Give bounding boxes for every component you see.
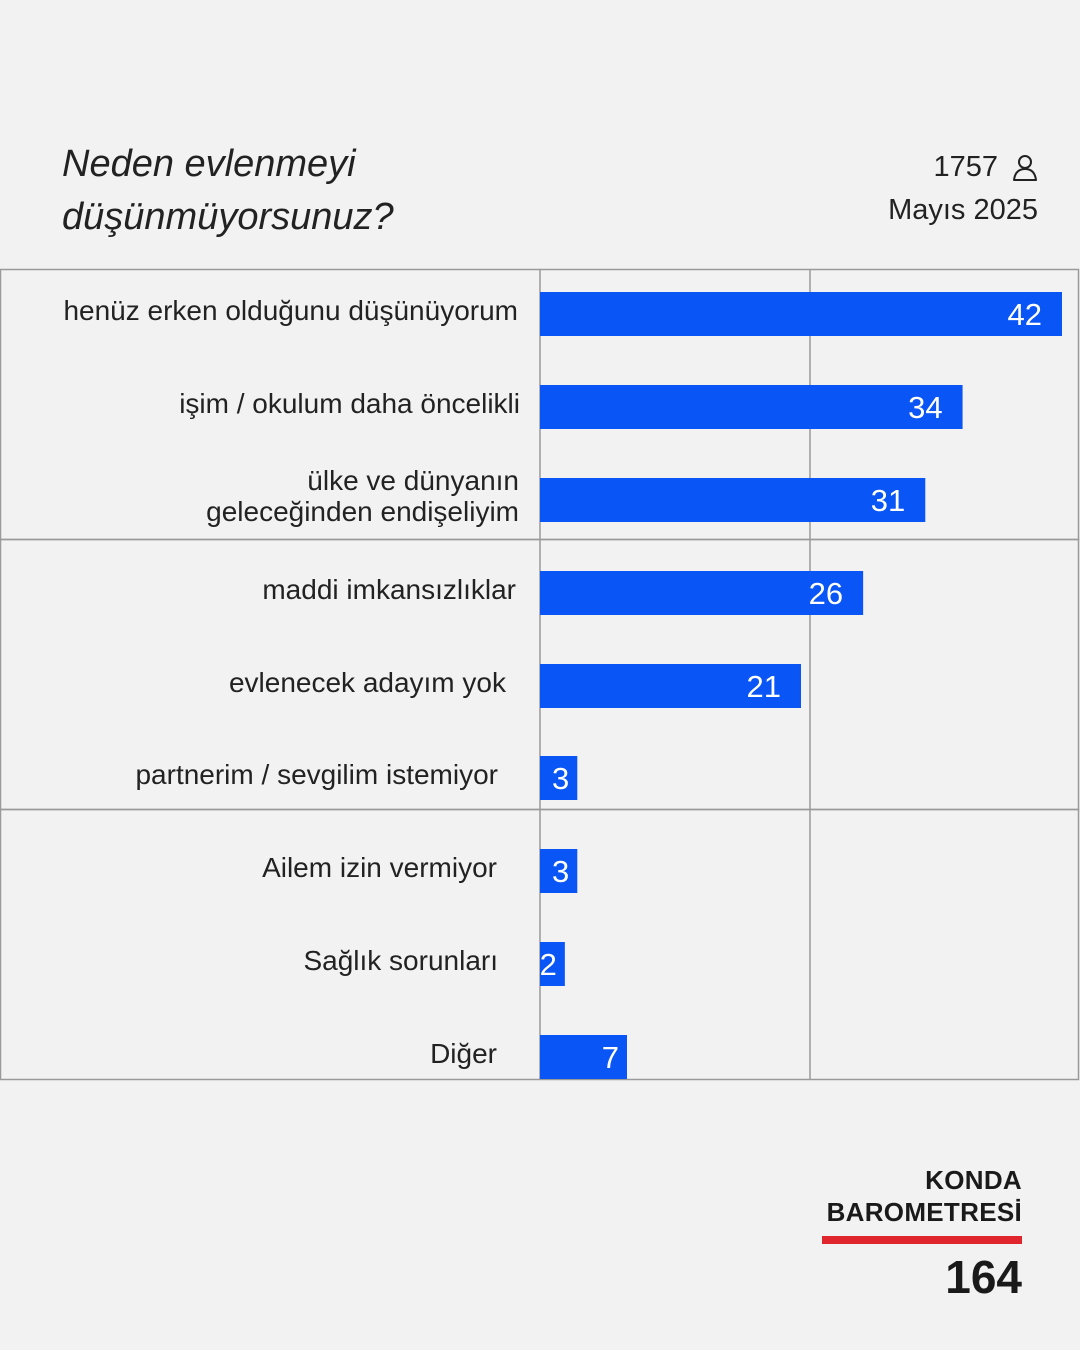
bar bbox=[540, 385, 963, 429]
survey-meta: 1757 Mayıs 2025 bbox=[888, 146, 1038, 232]
sample-size: 1757 bbox=[933, 151, 998, 183]
bar-value-label: 7 bbox=[602, 1040, 619, 1075]
category-label: ülke ve dünyanın bbox=[307, 465, 519, 496]
sample-size-row: 1757 bbox=[888, 146, 1038, 189]
bar bbox=[540, 478, 926, 522]
category-label: evlenecek adayım yok bbox=[229, 667, 507, 698]
survey-date: Mayıs 2025 bbox=[888, 194, 1038, 226]
bar bbox=[540, 942, 565, 986]
chart-title: Neden evlenmeyi düşünmüyorsunuz? bbox=[62, 138, 394, 244]
bar bbox=[540, 664, 801, 708]
category-label: Diğer bbox=[430, 1038, 497, 1069]
bar-value-label: 21 bbox=[747, 669, 781, 704]
bar bbox=[540, 1035, 627, 1079]
bar-value-label: 3 bbox=[552, 854, 569, 889]
bar-value-label: 42 bbox=[1008, 297, 1042, 332]
person-icon bbox=[1013, 154, 1037, 181]
category-label: Ailem izin vermiyor bbox=[262, 852, 497, 883]
bar bbox=[540, 756, 578, 800]
bar-value-label: 31 bbox=[871, 483, 905, 518]
brand-accent-bar bbox=[822, 1236, 1022, 1244]
title-line-1: Neden evlenmeyi bbox=[62, 143, 356, 185]
category-label: henüz erken olduğunu düşünüyorum bbox=[63, 295, 518, 326]
bar-value-label: 3 bbox=[552, 761, 569, 796]
bar bbox=[540, 571, 864, 615]
brand-name-line-2: BAROMETRESİ bbox=[826, 1197, 1022, 1227]
bar-value-label: 26 bbox=[809, 576, 843, 611]
category-label: Sağlık sorunları bbox=[303, 945, 498, 976]
category-label: geleceğinden endişeliyim bbox=[206, 496, 519, 527]
category-label: maddi imkansızlıklar bbox=[262, 574, 516, 605]
brand-footer: KONDA BAROMETRESİ 164 bbox=[812, 1164, 1022, 1306]
category-label: partnerim / sevgilim istemiyor bbox=[135, 759, 498, 790]
brand-name-line-1: KONDA bbox=[925, 1165, 1022, 1195]
category-label: işim / okulum daha öncelikli bbox=[179, 388, 520, 419]
bar-value-label: 2 bbox=[540, 947, 557, 982]
bar-value-label: 34 bbox=[908, 390, 942, 425]
bar bbox=[540, 292, 1062, 336]
bar bbox=[540, 849, 578, 893]
issue-number: 164 bbox=[945, 1251, 1022, 1303]
title-line-2: düşünmüyorsunuz? bbox=[62, 196, 394, 238]
